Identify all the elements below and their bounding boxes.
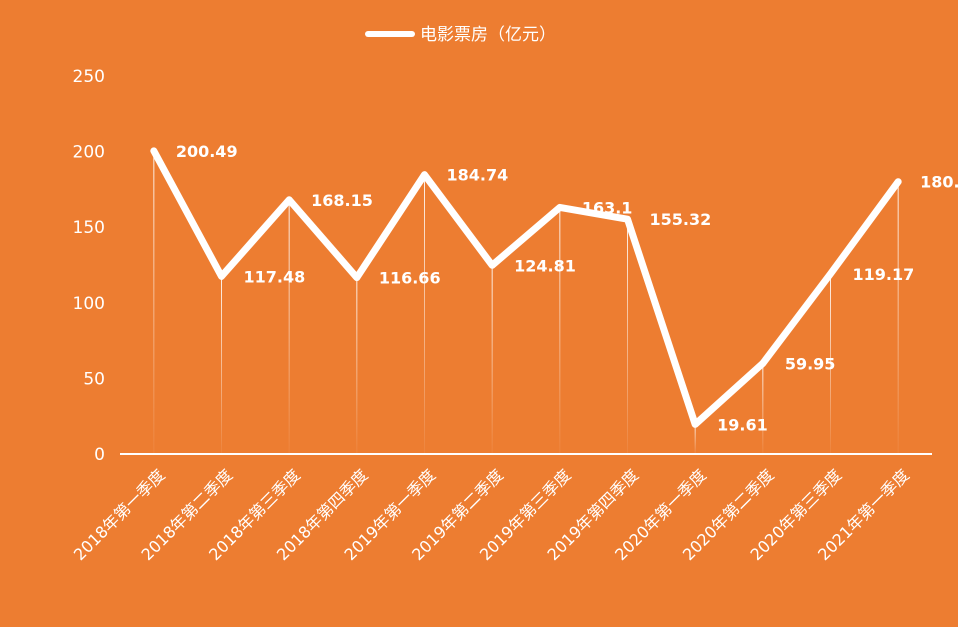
- drop-line: [288, 199, 290, 454]
- drop-line: [694, 424, 696, 454]
- data-point: [828, 271, 833, 277]
- data-point: [692, 421, 698, 427]
- data-point: [557, 204, 563, 210]
- x-axis: 2018年第一季度2018年第二季度2018年第三季度2018年第四季度2019…: [70, 453, 932, 564]
- data-point: [422, 172, 427, 178]
- drop-line: [221, 276, 222, 454]
- data-point: [219, 273, 224, 279]
- data-point: [895, 179, 901, 185]
- drop-lines: [153, 150, 899, 454]
- data-point: [489, 262, 495, 268]
- data-point: [286, 197, 292, 203]
- data-label: 155.32: [650, 210, 712, 229]
- drop-line: [559, 207, 561, 454]
- data-point: [625, 216, 630, 222]
- data-labels: 200.49 117.48 168.15 116.66 184.74 124.81 163.…: [176, 142, 958, 434]
- drop-line: [491, 265, 493, 454]
- legend-label: 电影票房（亿元）: [420, 25, 556, 45]
- y-tick-label: 250: [73, 67, 105, 87]
- data-label: 59.95: [785, 354, 836, 373]
- data-label: 124.81: [514, 256, 576, 275]
- drop-line: [762, 363, 764, 454]
- drop-line: [424, 174, 425, 454]
- data-label: 117.48: [244, 267, 306, 286]
- y-tick-label: 0: [94, 445, 105, 465]
- y-tick-label: 100: [73, 294, 105, 314]
- data-label: 163.1: [582, 198, 633, 217]
- data-label: 19.61: [717, 415, 768, 434]
- data-point: [354, 275, 360, 281]
- data-label: 184.74: [447, 166, 509, 185]
- y-tick-label: 200: [73, 143, 105, 163]
- y-tick-label: 150: [73, 218, 105, 238]
- data-label: 180.07: [920, 173, 958, 192]
- drop-line: [356, 277, 358, 454]
- data-point: [151, 148, 157, 154]
- drop-line: [153, 150, 155, 454]
- series: [150, 147, 902, 428]
- data-label: 116.66: [379, 269, 441, 288]
- data-label: 168.15: [311, 191, 373, 210]
- y-tick-label: 50: [83, 369, 105, 389]
- series-line: [150, 147, 902, 428]
- y-axis: 0 50 100 150 200 250: [73, 67, 105, 465]
- drop-line: [830, 273, 831, 454]
- drop-line: [627, 219, 628, 454]
- data-label: 119.17: [853, 265, 915, 284]
- data-label: 200.49: [176, 142, 238, 161]
- drop-line: [897, 181, 899, 454]
- legend: 电影票房（亿元）: [365, 25, 556, 45]
- data-point: [760, 360, 766, 366]
